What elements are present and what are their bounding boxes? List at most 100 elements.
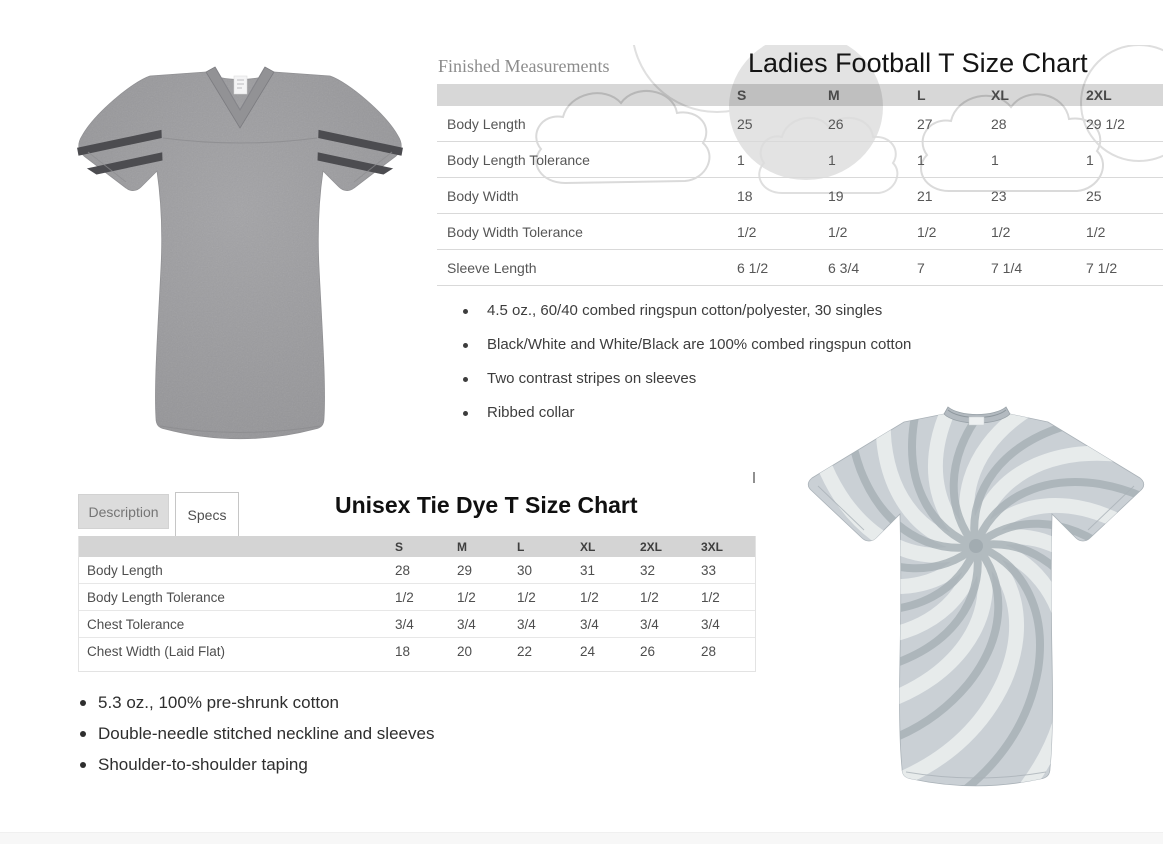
table-cell: 3/4 xyxy=(395,616,414,632)
table-cell: 28 xyxy=(991,115,1007,132)
table-cell: 1 xyxy=(917,151,925,168)
table-cell: 1/2 xyxy=(828,223,848,240)
table-cell: 6 3/4 xyxy=(828,259,860,276)
table-cell: 3/4 xyxy=(701,616,720,632)
tab-specs[interactable]: Specs xyxy=(175,492,239,536)
stray-cursor-mark xyxy=(753,472,755,483)
column-header: 2XL xyxy=(1086,87,1112,103)
table-cell: 1 xyxy=(991,151,999,168)
table-cell: 1/2 xyxy=(701,589,720,605)
football-table-header-row: S M L XL 2XL xyxy=(437,84,1163,106)
feature-item: 5.3 oz., 100% pre-shrunk cotton xyxy=(76,692,434,713)
crew-collar xyxy=(943,406,1011,424)
table-cell: 25 xyxy=(1086,187,1102,204)
table-cell: 7 xyxy=(917,259,925,276)
football-size-table: S M L XL 2XL Body Length 25 26 27 28 29 … xyxy=(437,84,1163,286)
column-header: 3XL xyxy=(701,539,724,554)
table-cell: 1/2 xyxy=(917,223,937,240)
table-cell: 3/4 xyxy=(640,616,659,632)
cloud-balloon-watermark xyxy=(535,45,1163,194)
feature-item: Shoulder-to-shoulder taping xyxy=(76,754,434,775)
tiedye-feature-list: 5.3 oz., 100% pre-shrunk cotton Double-n… xyxy=(76,692,434,785)
football-feature-list: 4.5 oz., 60/40 combed ringspun cotton/po… xyxy=(460,301,911,437)
column-header: L xyxy=(517,539,525,554)
column-header: S xyxy=(395,539,404,554)
table-cell: 19 xyxy=(828,187,844,204)
table-cell: 3/4 xyxy=(517,616,536,632)
table-row: Body Length Tolerance 1 1 1 1 1 xyxy=(437,142,1163,178)
table-row: Body Length Tolerance 1/2 1/2 1/2 1/2 1/… xyxy=(79,584,755,611)
table-cell: 1/2 xyxy=(991,223,1011,240)
table-cell: 25 xyxy=(737,115,753,132)
table-cell: 29 xyxy=(457,562,473,578)
table-cell: 1/2 xyxy=(1086,223,1106,240)
table-cell: 26 xyxy=(828,115,844,132)
table-cell: 29 1/2 xyxy=(1086,115,1125,132)
table-cell: 1/2 xyxy=(517,589,536,605)
column-header: XL xyxy=(991,87,1009,103)
table-cell: 7 1/2 xyxy=(1086,259,1118,276)
table-cell: 23 xyxy=(991,187,1007,204)
table-cell: 30 xyxy=(517,562,533,578)
row-label: Body Width Tolerance xyxy=(447,223,583,240)
tiedye-table-header-row: S M L XL 2XL 3XL xyxy=(79,536,755,557)
table-row: Body Length 25 26 27 28 29 1/2 xyxy=(437,106,1163,142)
column-header: L xyxy=(917,87,926,103)
table-cell: 28 xyxy=(395,562,411,578)
tiedye-spiral xyxy=(788,388,1163,791)
table-cell: 28 xyxy=(701,643,717,659)
table-cell: 1/2 xyxy=(395,589,414,605)
table-cell: 24 xyxy=(580,643,596,659)
table-row: Chest Tolerance 3/4 3/4 3/4 3/4 3/4 3/4 xyxy=(79,611,755,638)
row-label: Chest Width (Laid Flat) xyxy=(87,643,226,659)
feature-item: Double-needle stitched neckline and slee… xyxy=(76,723,434,744)
table-cell: 7 1/4 xyxy=(991,259,1023,276)
table-cell: 1/2 xyxy=(640,589,659,605)
table-cell: 20 xyxy=(457,643,473,659)
table-cell: 33 xyxy=(701,562,717,578)
page-bottom-strip xyxy=(0,832,1163,844)
cloud-right xyxy=(920,93,1104,192)
row-label: Body Length Tolerance xyxy=(87,589,225,605)
feature-item: Ribbed collar xyxy=(460,403,911,423)
table-cell: 1 xyxy=(828,151,836,168)
cloud-middle xyxy=(758,117,899,194)
row-label: Body Width xyxy=(447,187,519,204)
football-tshirt-image xyxy=(76,66,404,440)
neck-tag xyxy=(968,416,985,426)
table-row: Body Length 28 29 30 31 32 33 xyxy=(79,557,755,584)
table-cell: 22 xyxy=(517,643,533,659)
row-label: Body Length xyxy=(87,562,163,578)
table-row: Body Width 18 19 21 23 25 xyxy=(437,178,1163,214)
balloon-watermark-shape xyxy=(729,45,883,180)
cloud-left xyxy=(535,89,711,185)
feature-item: Two contrast stripes on sleeves xyxy=(460,369,911,389)
tiedye-tshirt-image xyxy=(788,388,1163,791)
table-cell: 1 xyxy=(1086,151,1094,168)
table-row: Chest Width (Laid Flat) 18 20 22 24 26 2… xyxy=(79,638,755,664)
table-row: Sleeve Length 6 1/2 6 3/4 7 7 1/4 7 1/2 xyxy=(437,250,1163,286)
table-cell: 1/2 xyxy=(457,589,476,605)
table-cell: 6 1/2 xyxy=(737,259,769,276)
table-row: Body Width Tolerance 1/2 1/2 1/2 1/2 1/2 xyxy=(437,214,1163,250)
table-cell: 1/2 xyxy=(580,589,599,605)
column-header: S xyxy=(737,87,747,103)
football-chart-title: Ladies Football T Size Chart xyxy=(748,48,1088,78)
row-label: Body Length Tolerance xyxy=(447,151,590,168)
table-cell: 26 xyxy=(640,643,656,659)
column-header: XL xyxy=(580,539,596,554)
table-cell: 18 xyxy=(395,643,411,659)
tiedye-size-table: S M L XL 2XL 3XL Body Length 28 29 30 31… xyxy=(78,536,756,672)
table-cell: 32 xyxy=(640,562,656,578)
column-header: M xyxy=(457,539,467,554)
tab-description[interactable]: Description xyxy=(78,494,169,529)
row-label: Sleeve Length xyxy=(447,259,537,276)
feature-item: 4.5 oz., 60/40 combed ringspun cotton/po… xyxy=(460,301,911,321)
table-cell: 1/2 xyxy=(737,223,757,240)
finished-measurements-label: Finished Measurements xyxy=(438,56,610,76)
table-cell: 3/4 xyxy=(457,616,476,632)
feature-item: Black/White and White/Black are 100% com… xyxy=(460,335,911,355)
table-cell: 1 xyxy=(737,151,745,168)
row-label: Body Length xyxy=(447,115,526,132)
column-header: M xyxy=(828,87,840,103)
